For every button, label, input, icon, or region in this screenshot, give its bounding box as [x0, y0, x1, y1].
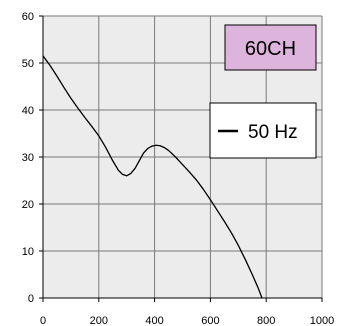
- x-tick-label: 600: [201, 315, 219, 326]
- y-tick-labels: 0 10 20 30 40 50 60: [22, 11, 34, 305]
- y-tick-label: 20: [22, 199, 34, 211]
- model-label-box: 60CH: [224, 24, 317, 71]
- y-tick-label: 60: [22, 11, 34, 23]
- x-tick-label: 800: [257, 315, 275, 326]
- axes: [39, 15, 323, 302]
- x-tick-labels: 0 200 400 600 800 1000: [40, 315, 334, 326]
- y-tick-label: 0: [28, 293, 34, 305]
- model-label-background: [224, 24, 317, 71]
- y-tick-label: 50: [22, 58, 34, 70]
- legend-label: 50 Hz: [248, 122, 298, 143]
- series-line-50hz: [42, 55, 263, 299]
- x-tick-label: 400: [145, 315, 163, 326]
- y-tick-label: 10: [22, 246, 34, 258]
- series-layer: [42, 55, 263, 299]
- x-tick-label: 200: [90, 315, 108, 326]
- y-tick-label: 40: [22, 105, 34, 117]
- y-tick-label: 30: [22, 152, 34, 164]
- legend: 50 Hz: [209, 102, 317, 159]
- x-tick-label: 0: [40, 315, 46, 326]
- x-tick-label: 1000: [310, 315, 334, 326]
- model-label-text: 60CH: [245, 38, 296, 60]
